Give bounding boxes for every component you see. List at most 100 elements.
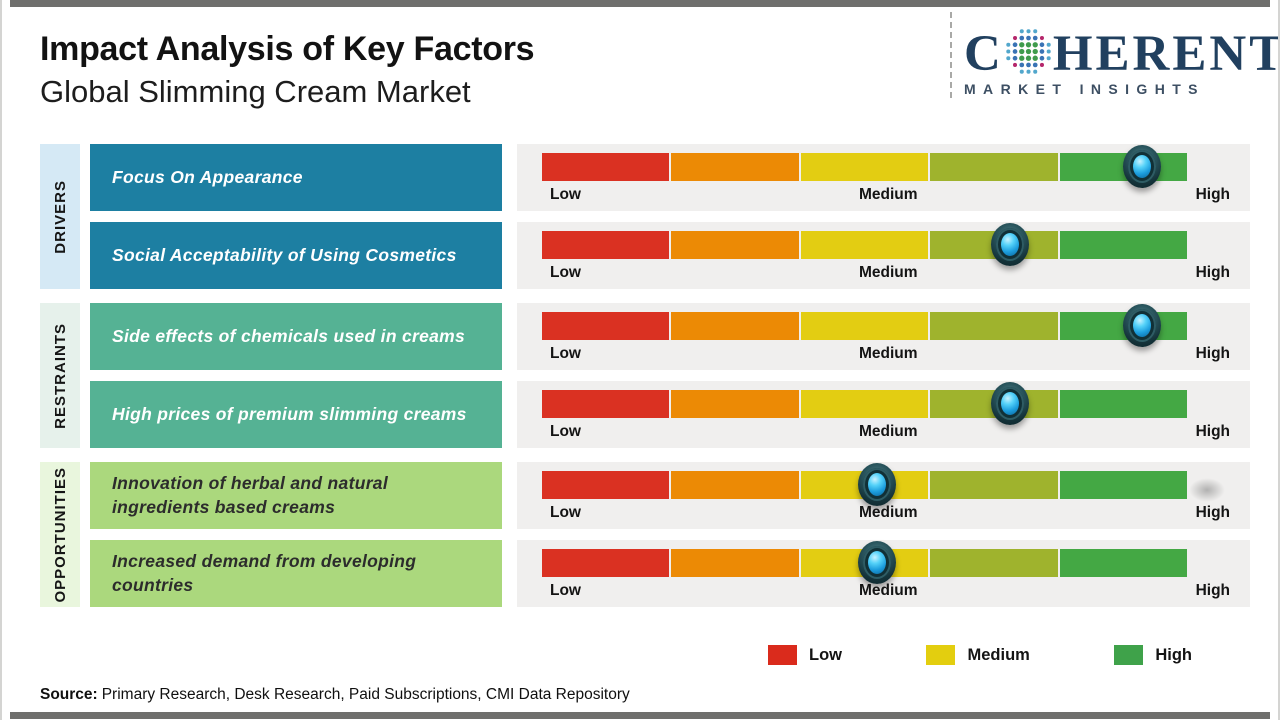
factor-row: Focus On Appearance Low Medium High — [90, 144, 1250, 211]
logo-tagline: MARKET INSIGHTS — [964, 81, 1205, 97]
gauge-segment — [930, 153, 1058, 181]
gauge-segment — [1059, 549, 1188, 577]
group-category-strip: OPPORTUNITIES — [40, 462, 80, 607]
gauge-segment — [930, 549, 1058, 577]
scale-label-low: Low — [550, 264, 581, 281]
legend-swatch — [1114, 645, 1144, 665]
gauge-end-shadow — [1189, 478, 1225, 502]
gauge-scale-labels: Low Medium High — [550, 504, 1230, 522]
scale-label-low: Low — [550, 186, 581, 203]
gauge-scale-labels: Low Medium High — [550, 186, 1230, 204]
logo-separator-dashed-line — [950, 12, 952, 98]
scale-label-medium: Medium — [859, 582, 918, 599]
factor-box: Side effects of chemicals used in creams — [90, 303, 502, 370]
factor-group: OPPORTUNITIES Innovation of herbal and n… — [40, 462, 1250, 607]
scale-label-high: High — [1195, 345, 1230, 362]
bottom-border-bar — [10, 712, 1270, 719]
gauge-segment — [542, 390, 670, 418]
group-category-label: RESTRAINTS — [51, 322, 69, 429]
scale-label-medium: Medium — [859, 186, 918, 203]
scale-label-high: High — [1195, 582, 1230, 599]
factor-label: Social Acceptability of Using Cosmetics — [112, 244, 457, 265]
gauge-segment — [800, 312, 929, 340]
page-subtitle: Global Slimming Cream Market — [40, 74, 471, 110]
group-category-strip: RESTRAINTS — [40, 303, 80, 448]
factor-row: High prices of premium slimming creams L… — [90, 381, 1250, 448]
group-category-strip: DRIVERS — [40, 144, 80, 289]
factor-box: High prices of premium slimming creams — [90, 381, 502, 448]
impact-gauge-panel: Low Medium High — [517, 303, 1250, 370]
source-text: Primary Research, Desk Research, Paid Su… — [101, 686, 630, 703]
impact-gauge-panel: Low Medium High — [517, 381, 1250, 448]
gauge-bar — [542, 304, 1188, 347]
source-label: Source: — [40, 686, 98, 703]
logo-letter-c: C — [964, 25, 1004, 82]
gauge-bar — [542, 223, 1188, 266]
scale-label-medium: Medium — [859, 504, 918, 521]
group-rows: Focus On Appearance Low Medium High Soci… — [90, 144, 1250, 289]
gauge-segment — [800, 390, 929, 418]
page-title: Impact Analysis of Key Factors — [40, 30, 535, 68]
top-border-bar — [10, 0, 1270, 7]
factor-label: Focus On Appearance — [112, 166, 303, 187]
factor-label: Side effects of chemicals used in creams — [112, 325, 466, 346]
scale-label-low: Low — [550, 504, 581, 521]
gauge-segment — [671, 312, 799, 340]
legend-item: Medium — [926, 645, 1030, 665]
group-category-label: OPPORTUNITIES — [51, 466, 69, 603]
gauge-scale-labels: Low Medium High — [550, 345, 1230, 363]
source-note: Source: Primary Research, Desk Research, … — [40, 686, 630, 704]
logo-globe-icon — [1006, 29, 1051, 74]
factor-box: Innovation of herbal and natural ingredi… — [90, 462, 502, 529]
gauge-segment — [542, 471, 670, 499]
gauge-segment — [1059, 390, 1188, 418]
gauge-scale-labels: Low Medium High — [550, 582, 1230, 600]
gauge-segment — [671, 549, 799, 577]
factor-row: Innovation of herbal and natural ingredi… — [90, 462, 1250, 529]
impact-marker-icon — [990, 382, 1029, 425]
scale-label-medium: Medium — [859, 345, 918, 362]
gauge-segment — [671, 471, 799, 499]
gauge-scale-labels: Low Medium High — [550, 423, 1230, 441]
legend: Low Medium High — [768, 645, 1192, 665]
impact-gauge-panel: Low Medium High — [517, 540, 1250, 607]
impact-marker-icon — [858, 463, 897, 506]
legend-label: High — [1155, 645, 1192, 664]
header: Impact Analysis of Key Factors Global Sl… — [40, 30, 535, 110]
gauge-segment — [671, 153, 799, 181]
gauge-segment — [1059, 231, 1188, 259]
scale-label-low: Low — [550, 345, 581, 362]
factor-group: DRIVERS Focus On Appearance Low Medium H… — [40, 144, 1250, 289]
legend-label: Low — [809, 645, 842, 664]
factor-box: Increased demand from developing countri… — [90, 540, 502, 607]
logo-brand-text: HERENT — [1052, 25, 1280, 82]
impact-marker-icon — [1122, 145, 1161, 188]
gauge-bar — [542, 463, 1188, 506]
brand-logo: C HERENT MARKET INSIGHTS — [964, 25, 1278, 97]
scale-label-high: High — [1195, 264, 1230, 281]
gauge-segment — [542, 231, 670, 259]
gauge-segment — [542, 312, 670, 340]
gauge-segment — [671, 231, 799, 259]
impact-gauge-panel: Low Medium High — [517, 144, 1250, 211]
gauge-segment — [671, 390, 799, 418]
factor-row: Side effects of chemicals used in creams… — [90, 303, 1250, 370]
gauge-segment — [800, 231, 929, 259]
factor-box: Social Acceptability of Using Cosmetics — [90, 222, 502, 289]
factor-group: RESTRAINTS Side effects of chemicals use… — [40, 303, 1250, 448]
scale-label-low: Low — [550, 582, 581, 599]
legend-item: High — [1114, 645, 1192, 665]
gauge-segment — [800, 153, 929, 181]
factor-row: Increased demand from developing countri… — [90, 540, 1250, 607]
group-rows: Innovation of herbal and natural ingredi… — [90, 462, 1250, 607]
scale-label-medium: Medium — [859, 423, 918, 440]
gauge-bar — [542, 541, 1188, 584]
gauge-segment — [930, 471, 1058, 499]
scale-label-low: Low — [550, 423, 581, 440]
legend-swatch — [926, 645, 956, 665]
scale-label-high: High — [1195, 504, 1230, 521]
gauge-segment — [930, 312, 1058, 340]
legend-item: Low — [768, 645, 842, 665]
group-category-label: DRIVERS — [51, 179, 69, 254]
